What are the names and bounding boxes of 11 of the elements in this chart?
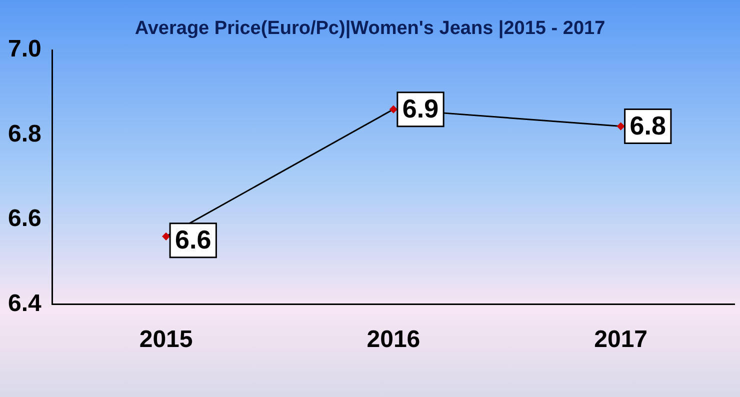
y-tick-label: 6.8 [8, 120, 42, 148]
y-tick-label: 7.0 [8, 36, 42, 63]
data-label: 6.6 [175, 224, 212, 255]
y-tick-label: 6.6 [8, 205, 42, 232]
x-tick-label: 2015 [139, 326, 193, 354]
data-label: 6.8 [630, 110, 666, 140]
chart-title: Average Price(Euro/Pc)|Women's Jeans |2015 - 2017 [134, 18, 606, 39]
x-tick-label: 2017 [594, 326, 648, 354]
y-tick-label: 6.4 [8, 290, 42, 317]
x-tick-label: 2016 [366, 326, 420, 354]
data-label: 6.9 [402, 93, 439, 124]
